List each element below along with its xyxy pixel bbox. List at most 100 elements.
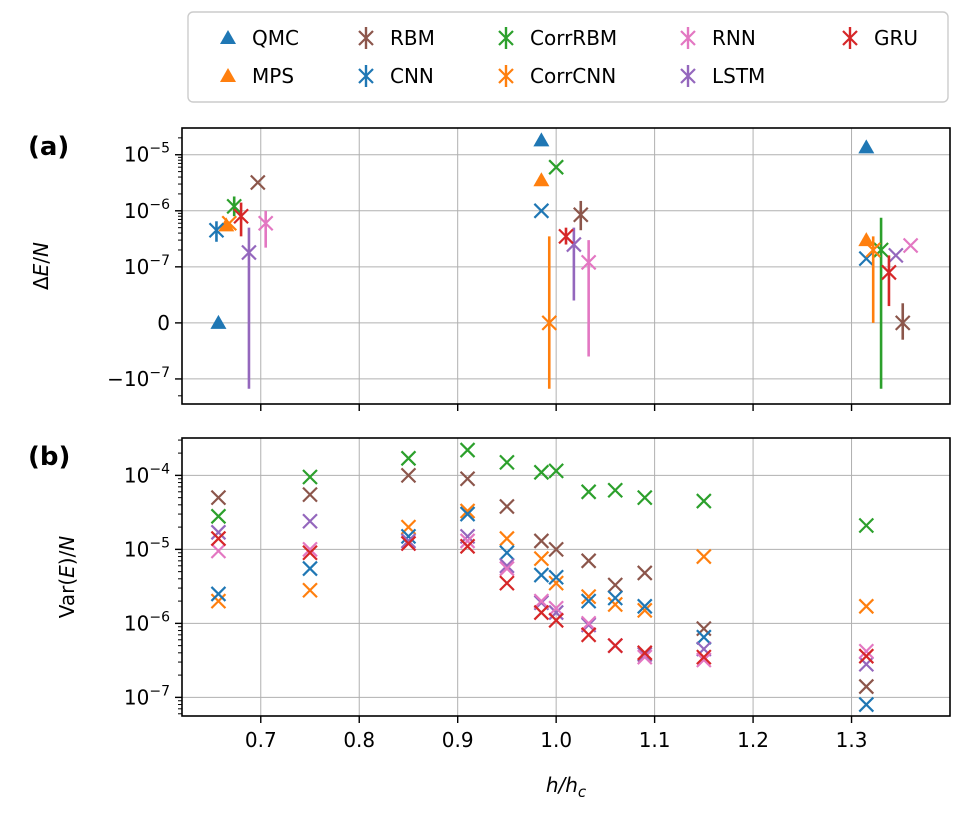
panel-a-y-axis-title: ΔE/N [29, 242, 53, 290]
legend-entry-lstm: LSTM [680, 64, 765, 88]
panel-a-point-rnn-0 [257, 215, 274, 232]
panel-b-point-corrcnn-3 [459, 503, 476, 519]
panel-b-point-cnn-1 [302, 560, 318, 577]
panel-b-point-lstm-9 [636, 646, 653, 663]
panel-b-point-cnn-6-mark [548, 569, 564, 586]
panel-b-point-corrcnn-4-mark [499, 530, 515, 547]
panel-b-point-rnn-9-mark [636, 649, 653, 665]
panel-b-series-rbm [210, 467, 875, 695]
panel-b-point-rbm-8 [607, 577, 624, 593]
legend-marker-mps [220, 68, 236, 82]
panel-b-point-gru-0-mark [210, 530, 227, 547]
panel-b-point-rnn-6-mark [548, 600, 564, 617]
panel-b-point-corrcnn-7-mark [580, 588, 597, 605]
panel-b-point-gru-8 [607, 637, 624, 654]
panel-a-point-corrcnn-2 [865, 242, 881, 258]
panel-b-point-cnn-7-mark [580, 593, 597, 609]
panel-b-point-gru-0 [210, 530, 227, 547]
panel-b-axes-frame [181, 437, 951, 717]
panel-b-point-rbm-0 [210, 489, 227, 506]
panel-b-point-lstm-11 [858, 656, 875, 673]
panel-b-point-rnn-0 [210, 543, 227, 559]
panel-b-x-tick-label-2: 0.9 [442, 728, 474, 752]
panel-b-point-rnn-4 [499, 560, 515, 577]
panel-a-point-lstm-0 [241, 244, 257, 261]
panel-b-point-corrcnn-3-mark [459, 503, 476, 519]
panel-a-point-mps-0 [218, 217, 235, 232]
panel-a-point-corrrbm-0-mark [226, 198, 242, 215]
panel-b-point-corrcnn-10-mark [696, 548, 712, 565]
panel-b-point-rbm-5 [533, 533, 550, 549]
panel-b-series-cnn [210, 506, 875, 713]
panel-b-point-rnn-11-mark [858, 643, 875, 660]
panel-b-point-corrrbm-6 [548, 463, 564, 479]
legend-entry-rnn: RNN [680, 26, 756, 50]
panel-b-point-rnn-9 [636, 649, 653, 665]
legend-entry-mps: MPS [220, 64, 294, 88]
panel-a-point-cnn-0-mark [208, 222, 225, 239]
panel-b-point-corrcnn-8 [607, 596, 624, 613]
panel-a-point-cnn-1 [533, 203, 550, 219]
panel-b-point-gru-11 [858, 648, 875, 664]
panel-b-point-cnn-2-mark [400, 528, 417, 545]
panel-b-point-corrrbm-0 [210, 508, 227, 525]
panel-b-point-rbm-5-mark [533, 533, 550, 549]
panel-b-series-corrrbm [210, 442, 875, 534]
panel-b-point-gru-7 [580, 627, 597, 643]
y-tick-label-panel-b-2: 10−5 [124, 535, 170, 561]
panel-b-point-corrcnn-11 [858, 598, 875, 615]
panel-b-point-corrcnn-6-mark [548, 575, 564, 591]
panel-b-point-lstm-6 [548, 604, 564, 621]
panel-b-point-corrcnn-5-mark [533, 550, 550, 567]
panel-b-point-rnn-4-mark [499, 560, 515, 577]
panel-b-point-cnn-4 [499, 544, 515, 561]
panel-a-point-cnn-2-mark [858, 250, 875, 267]
panel-b-point-cnn-0-mark [210, 586, 227, 602]
panel-b-point-corrcnn-9 [636, 602, 653, 619]
panel-b-point-cnn-3 [459, 506, 476, 522]
y-tick-label-panel-a-4: 10−5 [124, 141, 170, 167]
legend: QMC MPS RBM CNN CorrRBM CorrCNN RNN LSTM GRU [187, 11, 949, 103]
panel-a-point-cnn-2 [858, 250, 875, 267]
panel-b-point-corrrbm-5 [533, 464, 550, 481]
panel-b-point-cnn-3-mark [459, 506, 476, 522]
panel-b-point-cnn-11 [858, 696, 875, 713]
panel-b-point-corrcnn-0-mark [210, 593, 227, 609]
panel-b-point-gru-8-mark [607, 637, 624, 654]
panel-b-point-gru-1-mark [302, 544, 318, 561]
panel-b-point-lstm-1-mark [302, 513, 318, 530]
panel-b-point-rbm-4 [499, 498, 515, 515]
panel-b-point-corrcnn-5 [533, 550, 550, 567]
panel-a-point-gru-2 [881, 264, 897, 281]
panel-b-point-rnn-10 [696, 652, 712, 668]
panel-a-series-mps [218, 172, 875, 247]
legend-label-rbm: RBM [390, 26, 435, 50]
panel-a-point-qmc-1 [533, 132, 550, 147]
panel-b-point-cnn-11-mark [858, 696, 875, 713]
panel-a: −10−7 0 10−7 10−6 10−5 (a) ΔE/N [28, 127, 951, 411]
panel-b-point-cnn-5-mark [533, 567, 550, 583]
panel-b-point-corrrbm-3 [459, 442, 476, 458]
panel-b-point-gru-10-mark [696, 649, 712, 665]
panel-a-point-corrrbm-0 [226, 198, 242, 215]
panel-b-point-gru-9-mark [636, 645, 653, 661]
panel-a-series-rnn [257, 210, 919, 357]
panel-a-point-rnn-1-mark [580, 254, 597, 271]
panel-b-point-gru-9 [636, 645, 653, 661]
panel-a-point-gru-1-mark [558, 228, 574, 245]
panel-b-point-rnn-0-mark [210, 543, 227, 559]
panel-b-point-rnn-7 [580, 615, 597, 632]
panel-b-point-rnn-5 [533, 593, 550, 609]
panel-b-point-corrrbm-0-mark [210, 508, 227, 525]
panel-a-point-rnn-0-mark [257, 215, 274, 232]
panel-b-point-lstm-11-mark [858, 656, 875, 673]
panel-b-point-lstm-9-mark [636, 646, 653, 663]
panel-b-point-corrrbm-10-mark [696, 493, 712, 509]
panel-a-point-corrcnn-1-mark [541, 315, 558, 331]
panel-b-point-cnn-9 [636, 598, 653, 615]
panel-b-x-tick-label-6: 1.3 [836, 728, 868, 752]
panel-b-point-gru-11-mark [858, 648, 875, 664]
panel-b-point-rbm-8-mark [607, 577, 624, 593]
panel-b-point-corrrbm-4 [499, 454, 515, 471]
